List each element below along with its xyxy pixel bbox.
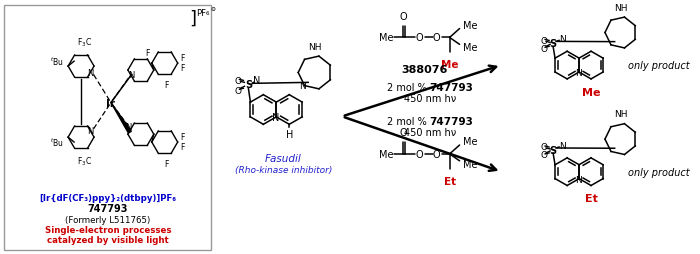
Text: S: S bbox=[550, 145, 556, 155]
Text: O: O bbox=[540, 37, 547, 46]
Text: Ir: Ir bbox=[106, 98, 116, 108]
Text: NH: NH bbox=[614, 4, 628, 13]
Text: N: N bbox=[575, 69, 582, 78]
Text: only product: only product bbox=[628, 61, 690, 71]
Text: $^t$Bu: $^t$Bu bbox=[50, 56, 64, 68]
Text: (Formerly L511765): (Formerly L511765) bbox=[65, 215, 150, 224]
Text: O: O bbox=[416, 149, 423, 159]
Text: O: O bbox=[235, 86, 242, 95]
Text: 747793: 747793 bbox=[430, 117, 474, 127]
FancyBboxPatch shape bbox=[4, 6, 211, 250]
Text: O: O bbox=[540, 143, 547, 152]
Text: 2 mol %: 2 mol % bbox=[387, 117, 430, 127]
Text: F: F bbox=[181, 63, 185, 72]
Text: 2 mol %: 2 mol % bbox=[387, 83, 430, 92]
Text: Me: Me bbox=[463, 159, 477, 169]
Text: Me: Me bbox=[463, 43, 477, 53]
Text: N: N bbox=[125, 123, 132, 132]
Text: Me: Me bbox=[463, 21, 477, 30]
Text: F$_3$C: F$_3$C bbox=[76, 37, 92, 49]
Text: N: N bbox=[253, 76, 260, 86]
Text: F: F bbox=[164, 81, 169, 89]
Text: S: S bbox=[245, 80, 252, 90]
Text: Me: Me bbox=[582, 87, 601, 97]
Text: NH: NH bbox=[614, 110, 628, 119]
Text: F$_3$C: F$_3$C bbox=[76, 155, 92, 168]
Text: Single-electron processes: Single-electron processes bbox=[45, 226, 172, 234]
Text: Fasudil: Fasudil bbox=[265, 153, 302, 163]
Text: only product: only product bbox=[628, 167, 690, 177]
Text: O: O bbox=[433, 33, 440, 43]
Text: $^{\ominus}$: $^{\ominus}$ bbox=[209, 6, 216, 15]
Text: O: O bbox=[400, 128, 407, 138]
Text: F: F bbox=[181, 132, 185, 141]
Text: 747793: 747793 bbox=[88, 203, 128, 213]
Text: N: N bbox=[87, 127, 94, 136]
Text: O: O bbox=[540, 45, 547, 54]
Text: N: N bbox=[299, 82, 306, 90]
Text: $_6$: $_6$ bbox=[204, 9, 210, 18]
Text: ]: ] bbox=[189, 10, 196, 28]
Text: Et: Et bbox=[444, 176, 456, 186]
Text: Et: Et bbox=[584, 194, 598, 204]
Text: N: N bbox=[559, 35, 566, 44]
Text: N: N bbox=[575, 175, 582, 184]
Text: O: O bbox=[540, 151, 547, 160]
Text: F: F bbox=[164, 159, 169, 168]
Text: PF: PF bbox=[197, 9, 206, 18]
Text: Me: Me bbox=[379, 33, 394, 43]
Text: Me: Me bbox=[379, 149, 394, 159]
Text: F: F bbox=[181, 142, 185, 151]
Text: O: O bbox=[416, 33, 423, 43]
Text: O: O bbox=[235, 76, 242, 86]
Text: 450 nm hν: 450 nm hν bbox=[404, 93, 456, 103]
Text: catalyzed by visible light: catalyzed by visible light bbox=[47, 235, 169, 244]
Text: $^t$Bu: $^t$Bu bbox=[50, 136, 64, 149]
Text: F: F bbox=[181, 54, 185, 62]
Text: Me: Me bbox=[441, 60, 458, 70]
Text: 450 nm hν: 450 nm hν bbox=[404, 128, 456, 138]
Polygon shape bbox=[111, 103, 132, 134]
Text: N: N bbox=[559, 141, 566, 150]
Text: N: N bbox=[128, 71, 135, 80]
Text: N: N bbox=[87, 69, 94, 78]
Text: N: N bbox=[272, 113, 279, 123]
Text: Me: Me bbox=[463, 137, 477, 147]
Text: [Ir{dF(CF₃)ppy}₂(dtbpy)]PF₆: [Ir{dF(CF₃)ppy}₂(dtbpy)]PF₆ bbox=[39, 193, 176, 202]
Text: 747793: 747793 bbox=[430, 83, 474, 92]
Text: O: O bbox=[400, 12, 407, 22]
Text: (Rho-kinase inhibitor): (Rho-kinase inhibitor) bbox=[234, 165, 332, 174]
Text: NH: NH bbox=[309, 43, 322, 52]
Text: O: O bbox=[433, 149, 440, 159]
Text: F: F bbox=[145, 49, 149, 58]
Text: H: H bbox=[286, 130, 293, 140]
Text: 388076: 388076 bbox=[402, 65, 448, 75]
Text: S: S bbox=[550, 39, 556, 49]
